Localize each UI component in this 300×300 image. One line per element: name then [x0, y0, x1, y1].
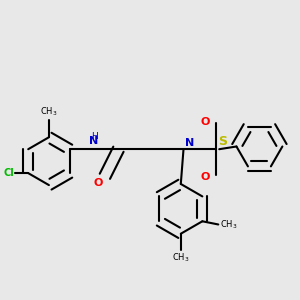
- Text: CH$_3$: CH$_3$: [172, 251, 190, 264]
- Text: CH$_3$: CH$_3$: [40, 106, 58, 118]
- Text: CH$_3$: CH$_3$: [220, 218, 237, 231]
- Text: O: O: [94, 178, 103, 188]
- Text: N: N: [185, 138, 194, 148]
- Text: Cl: Cl: [3, 168, 14, 178]
- Text: H: H: [91, 132, 98, 141]
- Text: O: O: [201, 172, 210, 182]
- Text: S: S: [218, 135, 226, 148]
- Text: N: N: [89, 136, 99, 146]
- Text: O: O: [201, 117, 210, 127]
